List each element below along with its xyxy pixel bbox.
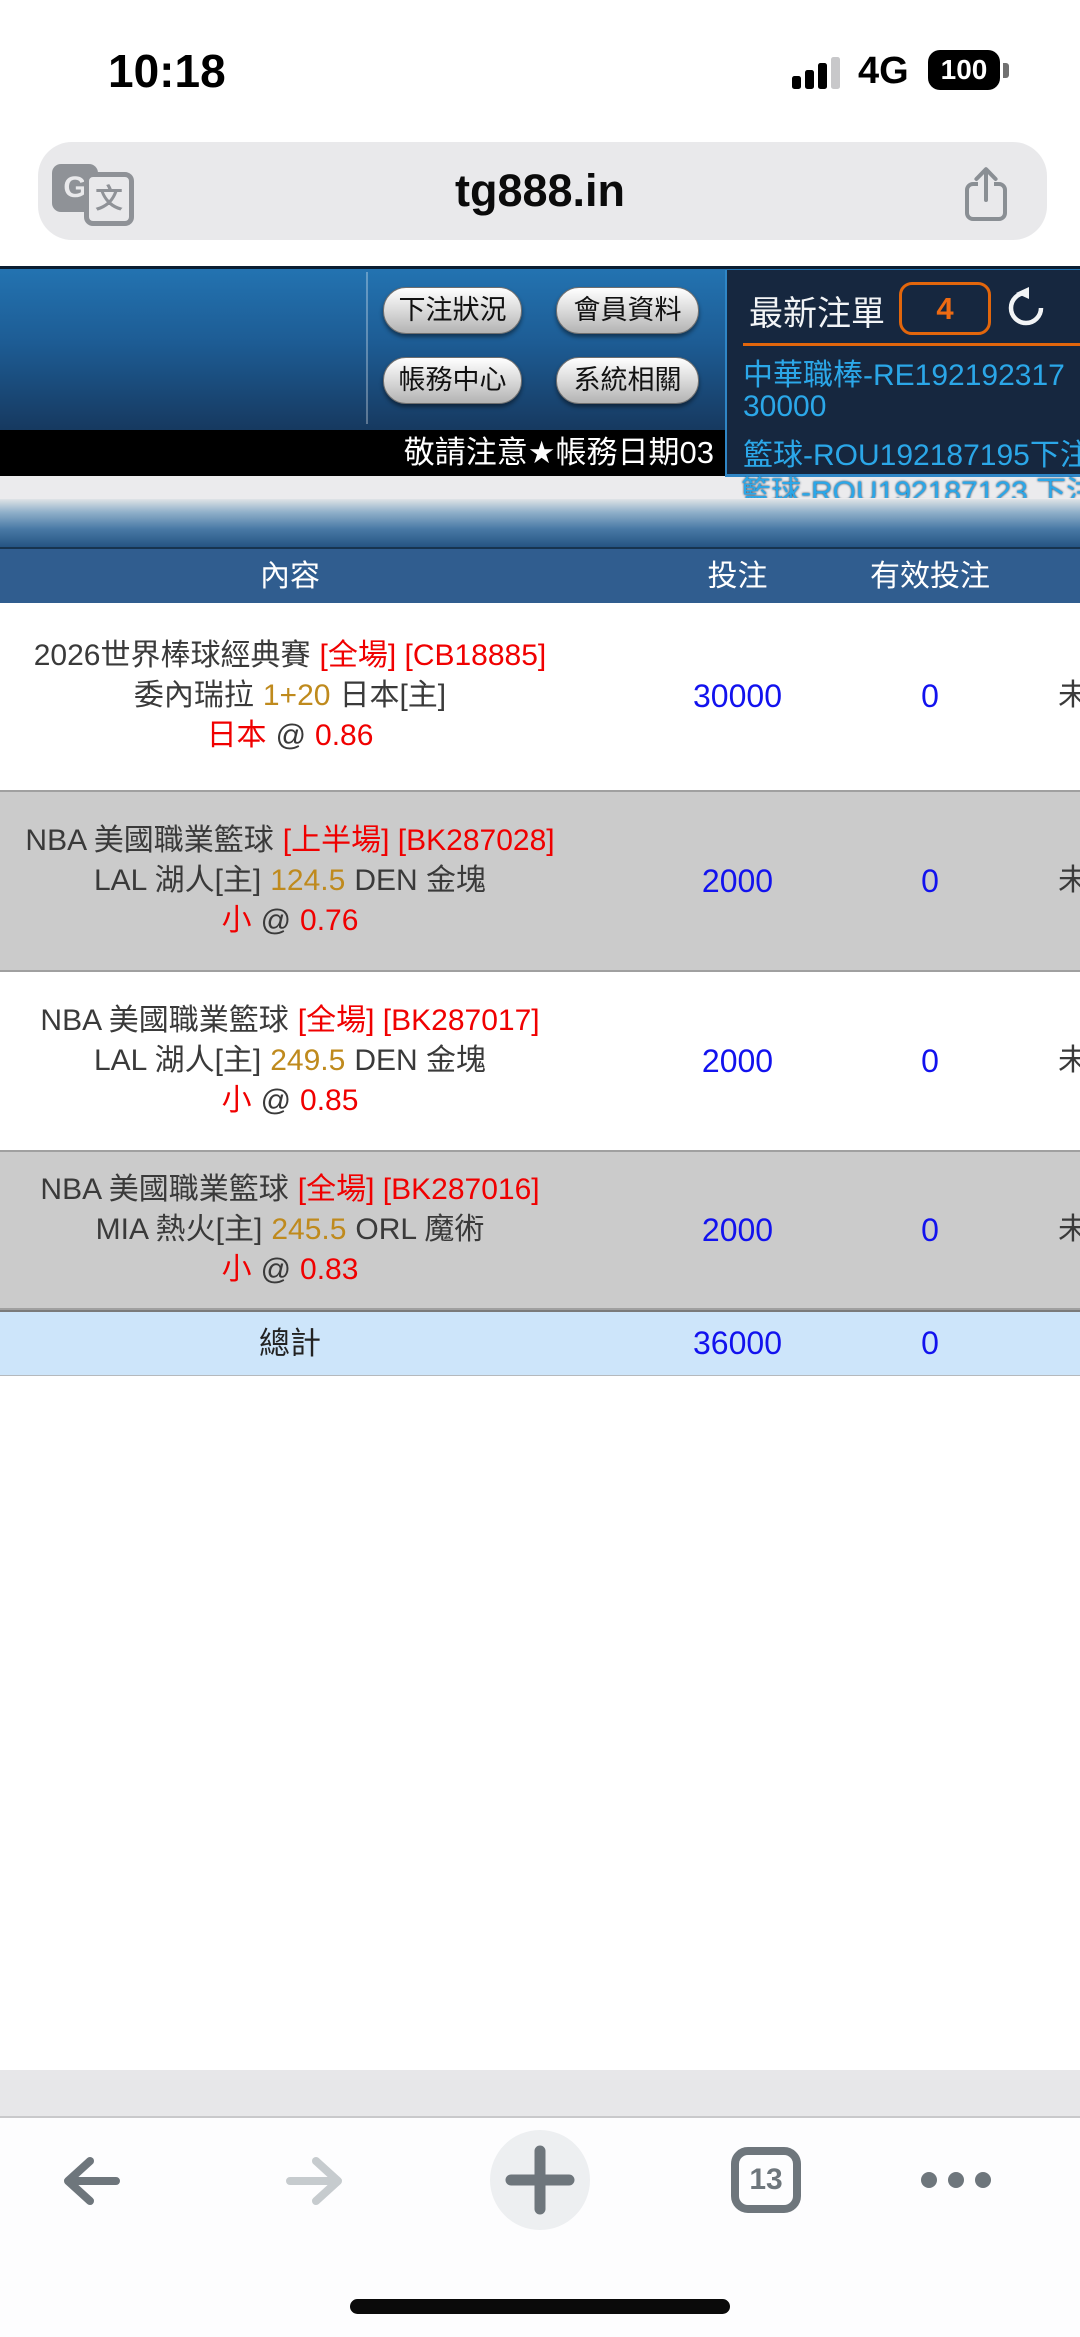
- table-header: 內容 投注 有效投注: [0, 547, 1080, 603]
- column-bet: 投注: [707, 560, 768, 593]
- league: NBA 美國職業籃球: [40, 1173, 289, 1206]
- total-row: 總計 36000 0: [0, 1310, 1080, 1376]
- order-count-badge: 4: [899, 282, 991, 335]
- more-icon[interactable]: [921, 2172, 991, 2188]
- valid-bet-amount: 0: [921, 1043, 939, 1079]
- odds: 0.83: [300, 1253, 359, 1286]
- pick: 小: [221, 1253, 252, 1286]
- tabs-button[interactable]: 13: [731, 2147, 801, 2213]
- bet-status-button[interactable]: 下注狀況: [383, 287, 522, 334]
- order-item-overflow[interactable]: 籃球-ROU192187123 下注: [741, 476, 1080, 498]
- team-away: DEN 金塊: [354, 864, 487, 897]
- at-symbol: @: [260, 904, 292, 937]
- url-text[interactable]: tg888.in: [454, 165, 626, 216]
- address-bar[interactable]: [38, 142, 1047, 240]
- home-indicator[interactable]: [350, 2299, 730, 2314]
- team-away: 委內瑞拉: [133, 678, 254, 712]
- status-time: 10:18: [108, 45, 226, 97]
- bet-row: 2026世界棒球經典賽 [全場] [CB18885] 委內瑞拉 1+20 日本[主] …: [0, 601, 1080, 790]
- order-item[interactable]: 中華職棒-RE192192317: [743, 359, 1065, 392]
- page-bottom-strip: [0, 2070, 1080, 2116]
- bet-row: NBA 美國職業籃球 [全場] [BK287017] LAL 湖人[主] 249.5…: [0, 972, 1080, 1150]
- valid-bet-amount: 0: [921, 863, 939, 899]
- team-home: MIA 熱火[主]: [95, 1213, 263, 1246]
- battery-nub: [1003, 63, 1009, 78]
- share-icon[interactable]: [960, 164, 1012, 224]
- bet-amount: 30000: [693, 677, 782, 714]
- at-symbol: @: [260, 1084, 292, 1117]
- team-home: LAL 湖人[主]: [93, 864, 262, 897]
- odds: 0.76: [300, 904, 359, 937]
- total-valid-bet: 0: [921, 1325, 939, 1361]
- network-type-label: 4G: [858, 50, 909, 92]
- valid-bet-amount: 0: [921, 677, 939, 714]
- pick: 小: [221, 904, 252, 937]
- plus-icon: [505, 2145, 575, 2215]
- pick: 日本: [206, 718, 267, 752]
- bet-tags: [全場] [BK287017]: [297, 1004, 540, 1037]
- refresh-icon[interactable]: [1004, 286, 1048, 330]
- member-info-button[interactable]: 會員資料: [556, 287, 699, 334]
- back-icon[interactable]: [58, 2152, 124, 2215]
- status-partial: 未: [1058, 1213, 1080, 1246]
- column-content: 內容: [260, 560, 320, 593]
- total-bet: 36000: [693, 1325, 782, 1361]
- status-partial: 未: [1058, 678, 1080, 712]
- bet-tags: [全場] [BK287016]: [297, 1173, 540, 1206]
- forward-icon[interactable]: [282, 2152, 348, 2215]
- cellular-signal-icon: [792, 57, 842, 89]
- status-partial: 未: [1058, 864, 1080, 897]
- bet-row: NBA 美國職業籃球 [全場] [BK287016] MIA 熱火[主] 245.5…: [0, 1150, 1080, 1310]
- handicap: 245.5: [271, 1213, 347, 1246]
- bet-amount: 2000: [701, 1212, 774, 1248]
- account-center-button[interactable]: 帳務中心: [383, 357, 522, 404]
- at-symbol: @: [275, 718, 307, 752]
- toolbar-hairline: [0, 2116, 1080, 2118]
- column-valid-bet: 有效投注: [870, 560, 990, 593]
- league: 2026世界棒球經典賽: [33, 638, 311, 672]
- handicap: 124.5: [270, 864, 346, 897]
- odds: 0.85: [300, 1084, 359, 1117]
- league: NBA 美國職業籃球: [25, 824, 274, 857]
- at-symbol: @: [260, 1253, 292, 1286]
- notice-marquee-text: 敬請注意★帳務日期03: [403, 435, 714, 470]
- bet-amount: 2000: [701, 1043, 774, 1079]
- latest-orders-title: 最新注單: [749, 295, 885, 333]
- toolbar-gradient-band: [0, 499, 1080, 547]
- total-label: 總計: [259, 1326, 321, 1361]
- handicap: 249.5: [270, 1044, 346, 1077]
- team-away: DEN 金塊: [354, 1044, 487, 1077]
- odds: 0.86: [315, 718, 374, 752]
- valid-bet-amount: 0: [921, 1212, 939, 1248]
- header-divider: [366, 272, 368, 424]
- team-home: 日本[主]: [339, 678, 447, 712]
- system-related-button[interactable]: 系統相關: [556, 357, 699, 404]
- pick: 小: [221, 1084, 252, 1117]
- team-home: LAL 湖人[主]: [93, 1044, 262, 1077]
- order-item-amount[interactable]: 30000: [743, 390, 827, 423]
- league: NBA 美國職業籃球: [40, 1004, 289, 1037]
- status-partial: 未: [1058, 1044, 1080, 1077]
- bet-amount: 2000: [701, 863, 774, 899]
- bet-row: NBA 美國職業籃球 [上半場] [BK287028] LAL 湖人[主] 124.…: [0, 790, 1080, 972]
- latest-orders-panel: 最新注單 4 中華職棒-RE192192317 30000 籃球-ROU1921…: [725, 270, 1080, 477]
- battery-icon: 100: [928, 50, 1000, 90]
- page-strip: [0, 476, 1080, 499]
- bet-tags: [上半場] [BK287028]: [282, 824, 555, 857]
- team-away: ORL 魔術: [355, 1213, 485, 1246]
- order-item[interactable]: 籃球-ROU192187195下注: [743, 439, 1080, 472]
- new-tab-button[interactable]: [490, 2130, 590, 2230]
- handicap: 1+20: [262, 678, 331, 712]
- panel-divider: [743, 343, 1080, 346]
- bet-tags: [全場] [CB18885]: [319, 638, 547, 672]
- translate-icon[interactable]: G 文: [52, 160, 136, 226]
